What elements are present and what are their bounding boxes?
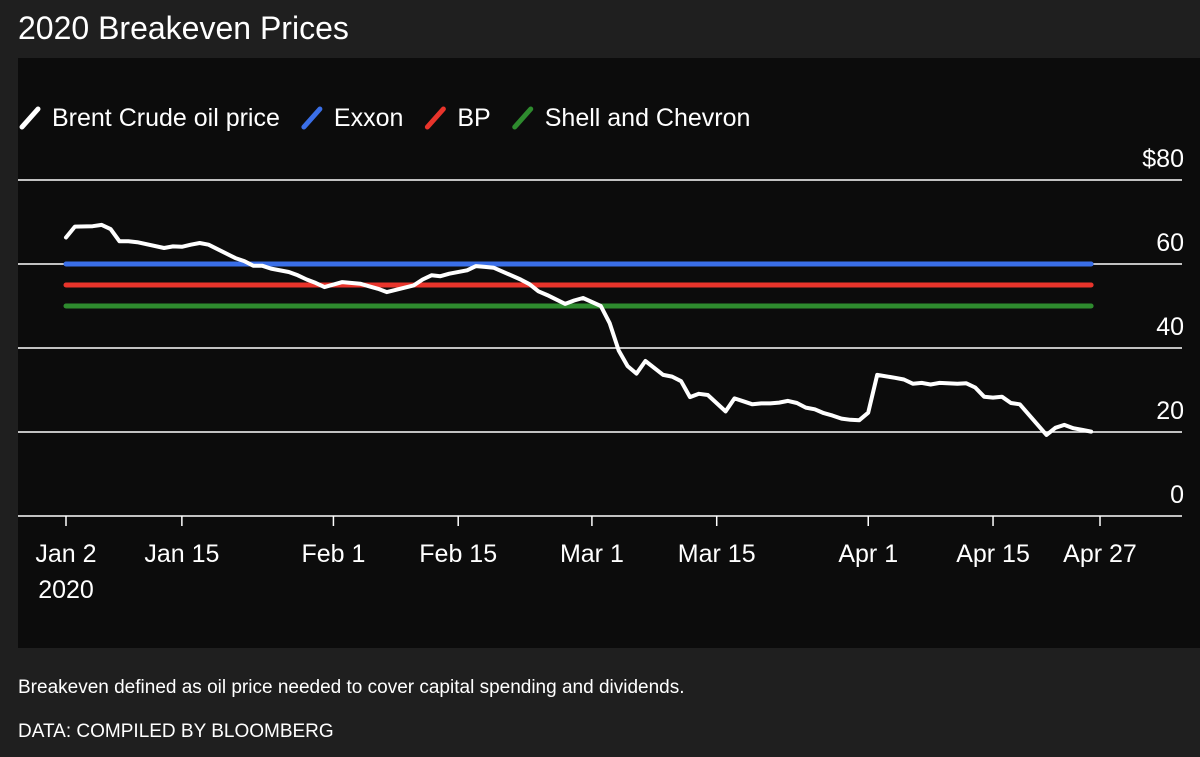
x-tick-label: Apr 1 xyxy=(838,540,898,568)
x-tick-label: Jan 15 xyxy=(144,540,219,568)
y-tick-label: $80 xyxy=(1142,145,1184,173)
legend-swatch-brent-crude-oil-price xyxy=(19,106,41,130)
x-tick-label: Mar 15 xyxy=(678,540,756,568)
x-axis: Jan 2 2020 Jan 15 Feb 1 Feb 15 Mar 1 Mar 15 Apr… xyxy=(18,515,1182,604)
x-tick-label: Jan 2 xyxy=(35,540,96,568)
y-axis-ticks: $80 60 40 20 0 xyxy=(1142,145,1184,509)
x-tick-label: Feb 15 xyxy=(419,540,497,568)
legend-label-bp: BP xyxy=(457,104,490,132)
chart-title: 2020 Breakeven Prices xyxy=(18,10,349,46)
y-tick-label: 40 xyxy=(1156,313,1184,341)
legend: Brent Crude oil price Exxon BP Shell and Ch… xyxy=(19,104,751,132)
y-tick-label: 0 xyxy=(1170,481,1184,509)
legend-swatch-bp xyxy=(424,106,446,130)
legend-label-shell-and-chevron: Shell and Chevron xyxy=(545,104,751,132)
y-tick-label: 60 xyxy=(1156,229,1184,257)
series-lines xyxy=(63,222,1094,437)
source-credit: DATA: COMPILED BY BLOOMBERG xyxy=(18,721,334,742)
x-tick-label: Apr 27 xyxy=(1063,540,1137,568)
footnote: Breakeven defined as oil price needed to… xyxy=(18,677,685,698)
x-tick-label: Feb 1 xyxy=(301,540,365,568)
chart-panel xyxy=(18,58,1200,648)
series-line-brent-crude-oil-price xyxy=(64,222,1094,437)
legend-label-exxon: Exxon xyxy=(334,104,403,132)
x-tick-label: Mar 1 xyxy=(560,540,624,568)
legend-swatch-exxon xyxy=(301,106,323,130)
legend-label-brent-crude-oil-price: Brent Crude oil price xyxy=(52,104,280,132)
x-tick-label: Apr 15 xyxy=(956,540,1030,568)
x-tick-sublabel: 2020 xyxy=(38,576,94,604)
y-tick-label: 20 xyxy=(1156,397,1184,425)
legend-swatch-shell-and-chevron xyxy=(512,106,534,130)
